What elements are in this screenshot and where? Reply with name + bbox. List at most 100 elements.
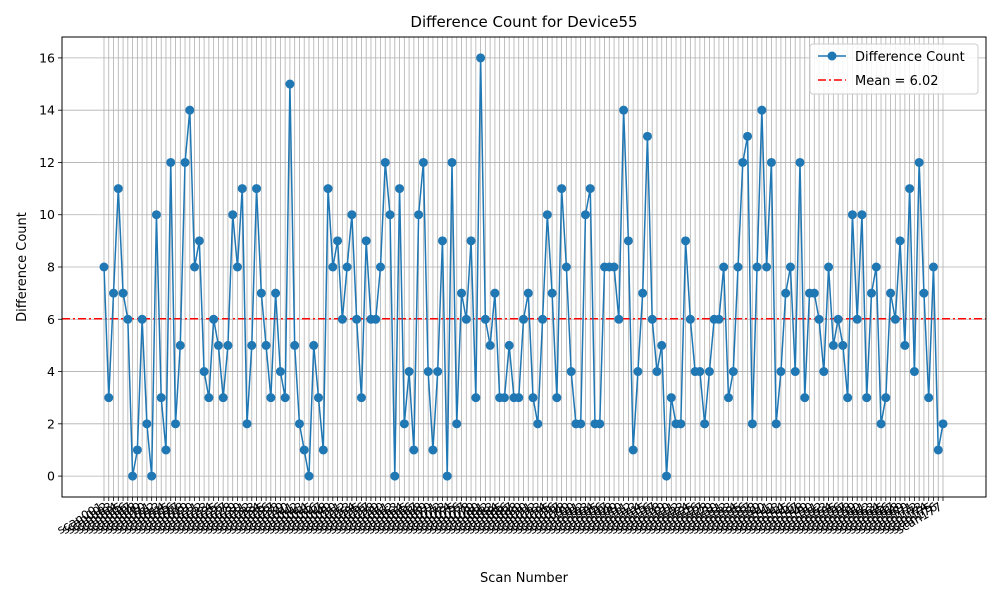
data-point bbox=[151, 210, 161, 220]
data-point bbox=[156, 393, 166, 403]
data-point bbox=[333, 236, 343, 246]
data-point bbox=[747, 419, 757, 429]
data-point bbox=[824, 262, 834, 272]
data-point bbox=[409, 445, 419, 455]
data-point bbox=[109, 288, 119, 298]
data-point bbox=[662, 471, 672, 481]
data-point bbox=[175, 340, 185, 350]
data-point bbox=[776, 367, 786, 377]
data-point bbox=[104, 393, 114, 403]
data-point bbox=[895, 236, 905, 246]
data-point bbox=[638, 288, 648, 298]
data-point bbox=[171, 419, 181, 429]
data-point bbox=[256, 288, 266, 298]
data-point bbox=[685, 314, 695, 324]
data-point bbox=[886, 288, 896, 298]
data-point bbox=[619, 105, 629, 115]
data-point bbox=[924, 393, 934, 403]
data-point bbox=[766, 157, 776, 167]
data-point bbox=[695, 367, 705, 377]
data-point bbox=[466, 236, 476, 246]
data-point bbox=[666, 393, 676, 403]
data-point bbox=[900, 340, 910, 350]
data-point bbox=[757, 105, 767, 115]
data-point bbox=[790, 367, 800, 377]
data-point bbox=[862, 393, 872, 403]
data-point bbox=[118, 288, 128, 298]
data-point bbox=[399, 419, 409, 429]
y-tick-label: 6 bbox=[47, 312, 55, 327]
chart-title: Difference Count for Device55 bbox=[410, 13, 637, 31]
data-point bbox=[461, 314, 471, 324]
data-point bbox=[528, 393, 538, 403]
data-point bbox=[404, 367, 414, 377]
data-point bbox=[728, 367, 738, 377]
data-point bbox=[209, 314, 219, 324]
y-tick-label: 12 bbox=[39, 155, 55, 170]
data-point bbox=[199, 367, 209, 377]
data-point bbox=[280, 393, 290, 403]
data-point bbox=[185, 105, 195, 115]
data-point bbox=[247, 340, 257, 350]
data-point bbox=[142, 419, 152, 429]
data-point bbox=[557, 184, 567, 194]
data-point bbox=[347, 210, 357, 220]
data-point bbox=[337, 314, 347, 324]
data-point bbox=[161, 445, 171, 455]
data-point bbox=[499, 393, 509, 403]
y-tick-label: 4 bbox=[47, 364, 55, 379]
y-axis: 0 2 4 6 8 10 12 14 16 bbox=[39, 50, 62, 484]
data-point bbox=[314, 393, 324, 403]
data-point bbox=[485, 340, 495, 350]
data-point bbox=[99, 262, 109, 272]
data-point bbox=[261, 340, 271, 350]
legend-series-label: Difference Count bbox=[855, 50, 965, 65]
data-point bbox=[866, 288, 876, 298]
data-point bbox=[938, 419, 948, 429]
y-tick-label: 0 bbox=[47, 469, 55, 484]
data-point bbox=[538, 314, 548, 324]
data-point bbox=[657, 340, 667, 350]
data-point bbox=[843, 393, 853, 403]
data-point bbox=[452, 419, 462, 429]
data-point bbox=[371, 314, 381, 324]
data-point bbox=[852, 314, 862, 324]
data-point bbox=[919, 288, 929, 298]
data-point bbox=[285, 79, 295, 89]
data-point bbox=[523, 288, 533, 298]
data-point bbox=[128, 471, 138, 481]
data-point bbox=[223, 340, 233, 350]
data-point bbox=[218, 393, 228, 403]
x-axis: scan001scan002scan003scan004scan005scan0… bbox=[55, 497, 945, 537]
data-point bbox=[743, 131, 753, 141]
data-point bbox=[447, 157, 457, 167]
y-tick-label: 14 bbox=[39, 103, 55, 118]
data-point bbox=[723, 393, 733, 403]
data-point bbox=[566, 367, 576, 377]
series-layer bbox=[99, 53, 948, 481]
y-tick-label: 10 bbox=[39, 207, 55, 222]
data-point bbox=[642, 131, 652, 141]
y-tick-label: 2 bbox=[47, 416, 55, 431]
data-point bbox=[547, 288, 557, 298]
data-point bbox=[480, 314, 490, 324]
data-point bbox=[909, 367, 919, 377]
data-point bbox=[609, 262, 619, 272]
data-point bbox=[361, 236, 371, 246]
legend: Difference Count Mean = 6.02 bbox=[809, 43, 979, 95]
data-point bbox=[890, 314, 900, 324]
data-point bbox=[166, 157, 176, 167]
data-point bbox=[232, 262, 242, 272]
data-point bbox=[881, 393, 891, 403]
x-axis-label: Scan Number bbox=[480, 571, 569, 586]
data-point bbox=[123, 314, 133, 324]
legend-box bbox=[809, 43, 979, 95]
data-point bbox=[504, 340, 514, 350]
data-point bbox=[323, 184, 333, 194]
data-point bbox=[476, 53, 486, 63]
data-point bbox=[213, 340, 223, 350]
data-point bbox=[433, 367, 443, 377]
data-point bbox=[194, 236, 204, 246]
data-point bbox=[442, 471, 452, 481]
